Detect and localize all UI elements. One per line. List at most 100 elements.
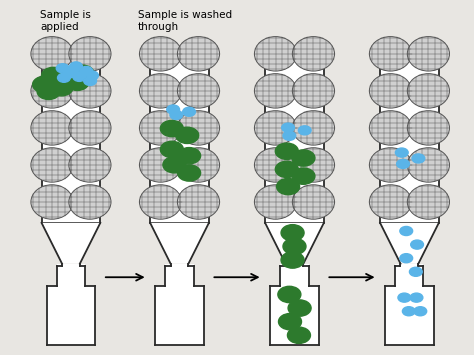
Ellipse shape xyxy=(369,185,411,219)
Circle shape xyxy=(414,307,427,316)
Circle shape xyxy=(292,150,315,166)
Circle shape xyxy=(282,123,294,132)
Circle shape xyxy=(275,161,298,178)
Circle shape xyxy=(70,62,82,71)
Circle shape xyxy=(57,71,80,88)
Bar xyxy=(165,264,193,345)
Ellipse shape xyxy=(292,111,335,145)
Ellipse shape xyxy=(139,148,182,182)
Bar xyxy=(150,60,209,223)
Circle shape xyxy=(84,76,97,86)
Ellipse shape xyxy=(369,148,411,182)
Circle shape xyxy=(50,80,73,96)
Circle shape xyxy=(33,76,55,93)
Ellipse shape xyxy=(177,73,219,108)
Ellipse shape xyxy=(139,73,182,108)
Ellipse shape xyxy=(255,148,297,182)
Circle shape xyxy=(57,73,70,82)
Circle shape xyxy=(73,72,86,81)
Ellipse shape xyxy=(177,37,219,71)
Circle shape xyxy=(398,293,410,302)
Circle shape xyxy=(160,120,183,137)
Bar xyxy=(380,60,439,223)
Circle shape xyxy=(170,110,182,120)
Circle shape xyxy=(402,307,415,316)
Polygon shape xyxy=(265,223,324,264)
Circle shape xyxy=(283,238,306,255)
Circle shape xyxy=(160,141,183,158)
Ellipse shape xyxy=(407,73,449,108)
Ellipse shape xyxy=(69,111,111,145)
Circle shape xyxy=(278,286,301,302)
Ellipse shape xyxy=(177,111,219,145)
Circle shape xyxy=(288,300,311,316)
Ellipse shape xyxy=(407,185,449,219)
Circle shape xyxy=(42,67,64,84)
Ellipse shape xyxy=(369,111,411,145)
Ellipse shape xyxy=(69,148,111,182)
Circle shape xyxy=(178,165,201,181)
Circle shape xyxy=(287,327,310,343)
Ellipse shape xyxy=(139,37,182,71)
Ellipse shape xyxy=(255,73,297,108)
Circle shape xyxy=(71,65,94,81)
Circle shape xyxy=(283,131,296,140)
Ellipse shape xyxy=(292,148,335,182)
Bar xyxy=(155,286,204,345)
Ellipse shape xyxy=(177,185,219,219)
Circle shape xyxy=(395,148,408,157)
Circle shape xyxy=(400,254,413,263)
Ellipse shape xyxy=(255,37,297,71)
Circle shape xyxy=(292,168,315,184)
Ellipse shape xyxy=(255,111,297,145)
Circle shape xyxy=(275,143,298,159)
Circle shape xyxy=(66,74,89,91)
Bar xyxy=(270,286,319,345)
Ellipse shape xyxy=(31,111,73,145)
Circle shape xyxy=(64,69,76,78)
Circle shape xyxy=(397,159,410,168)
Ellipse shape xyxy=(31,73,73,108)
Ellipse shape xyxy=(255,185,297,219)
Circle shape xyxy=(279,313,301,330)
Ellipse shape xyxy=(31,37,73,71)
Bar xyxy=(57,264,85,345)
Circle shape xyxy=(400,226,413,235)
Circle shape xyxy=(167,105,180,114)
Bar xyxy=(46,286,95,345)
Ellipse shape xyxy=(292,185,335,219)
Ellipse shape xyxy=(292,73,335,108)
Ellipse shape xyxy=(407,111,449,145)
Circle shape xyxy=(86,71,99,80)
Circle shape xyxy=(281,252,304,268)
Ellipse shape xyxy=(407,148,449,182)
Bar xyxy=(265,60,324,223)
Circle shape xyxy=(412,154,425,163)
Ellipse shape xyxy=(139,111,182,145)
Circle shape xyxy=(176,127,199,143)
Circle shape xyxy=(410,240,423,249)
Circle shape xyxy=(56,64,69,73)
Ellipse shape xyxy=(407,37,449,71)
Circle shape xyxy=(37,83,60,99)
Circle shape xyxy=(80,66,92,76)
Polygon shape xyxy=(150,223,209,264)
Polygon shape xyxy=(42,223,100,264)
Ellipse shape xyxy=(369,37,411,71)
Circle shape xyxy=(277,179,300,195)
Bar xyxy=(42,60,100,223)
Circle shape xyxy=(67,65,80,74)
Circle shape xyxy=(281,225,304,241)
Ellipse shape xyxy=(369,73,411,108)
Ellipse shape xyxy=(31,185,73,219)
Ellipse shape xyxy=(292,37,335,71)
Circle shape xyxy=(163,157,186,173)
Ellipse shape xyxy=(69,37,111,71)
Bar xyxy=(281,264,309,345)
Bar xyxy=(385,286,434,345)
Ellipse shape xyxy=(139,185,182,219)
Ellipse shape xyxy=(31,148,73,182)
Circle shape xyxy=(178,148,201,164)
Circle shape xyxy=(410,267,422,276)
Ellipse shape xyxy=(69,185,111,219)
